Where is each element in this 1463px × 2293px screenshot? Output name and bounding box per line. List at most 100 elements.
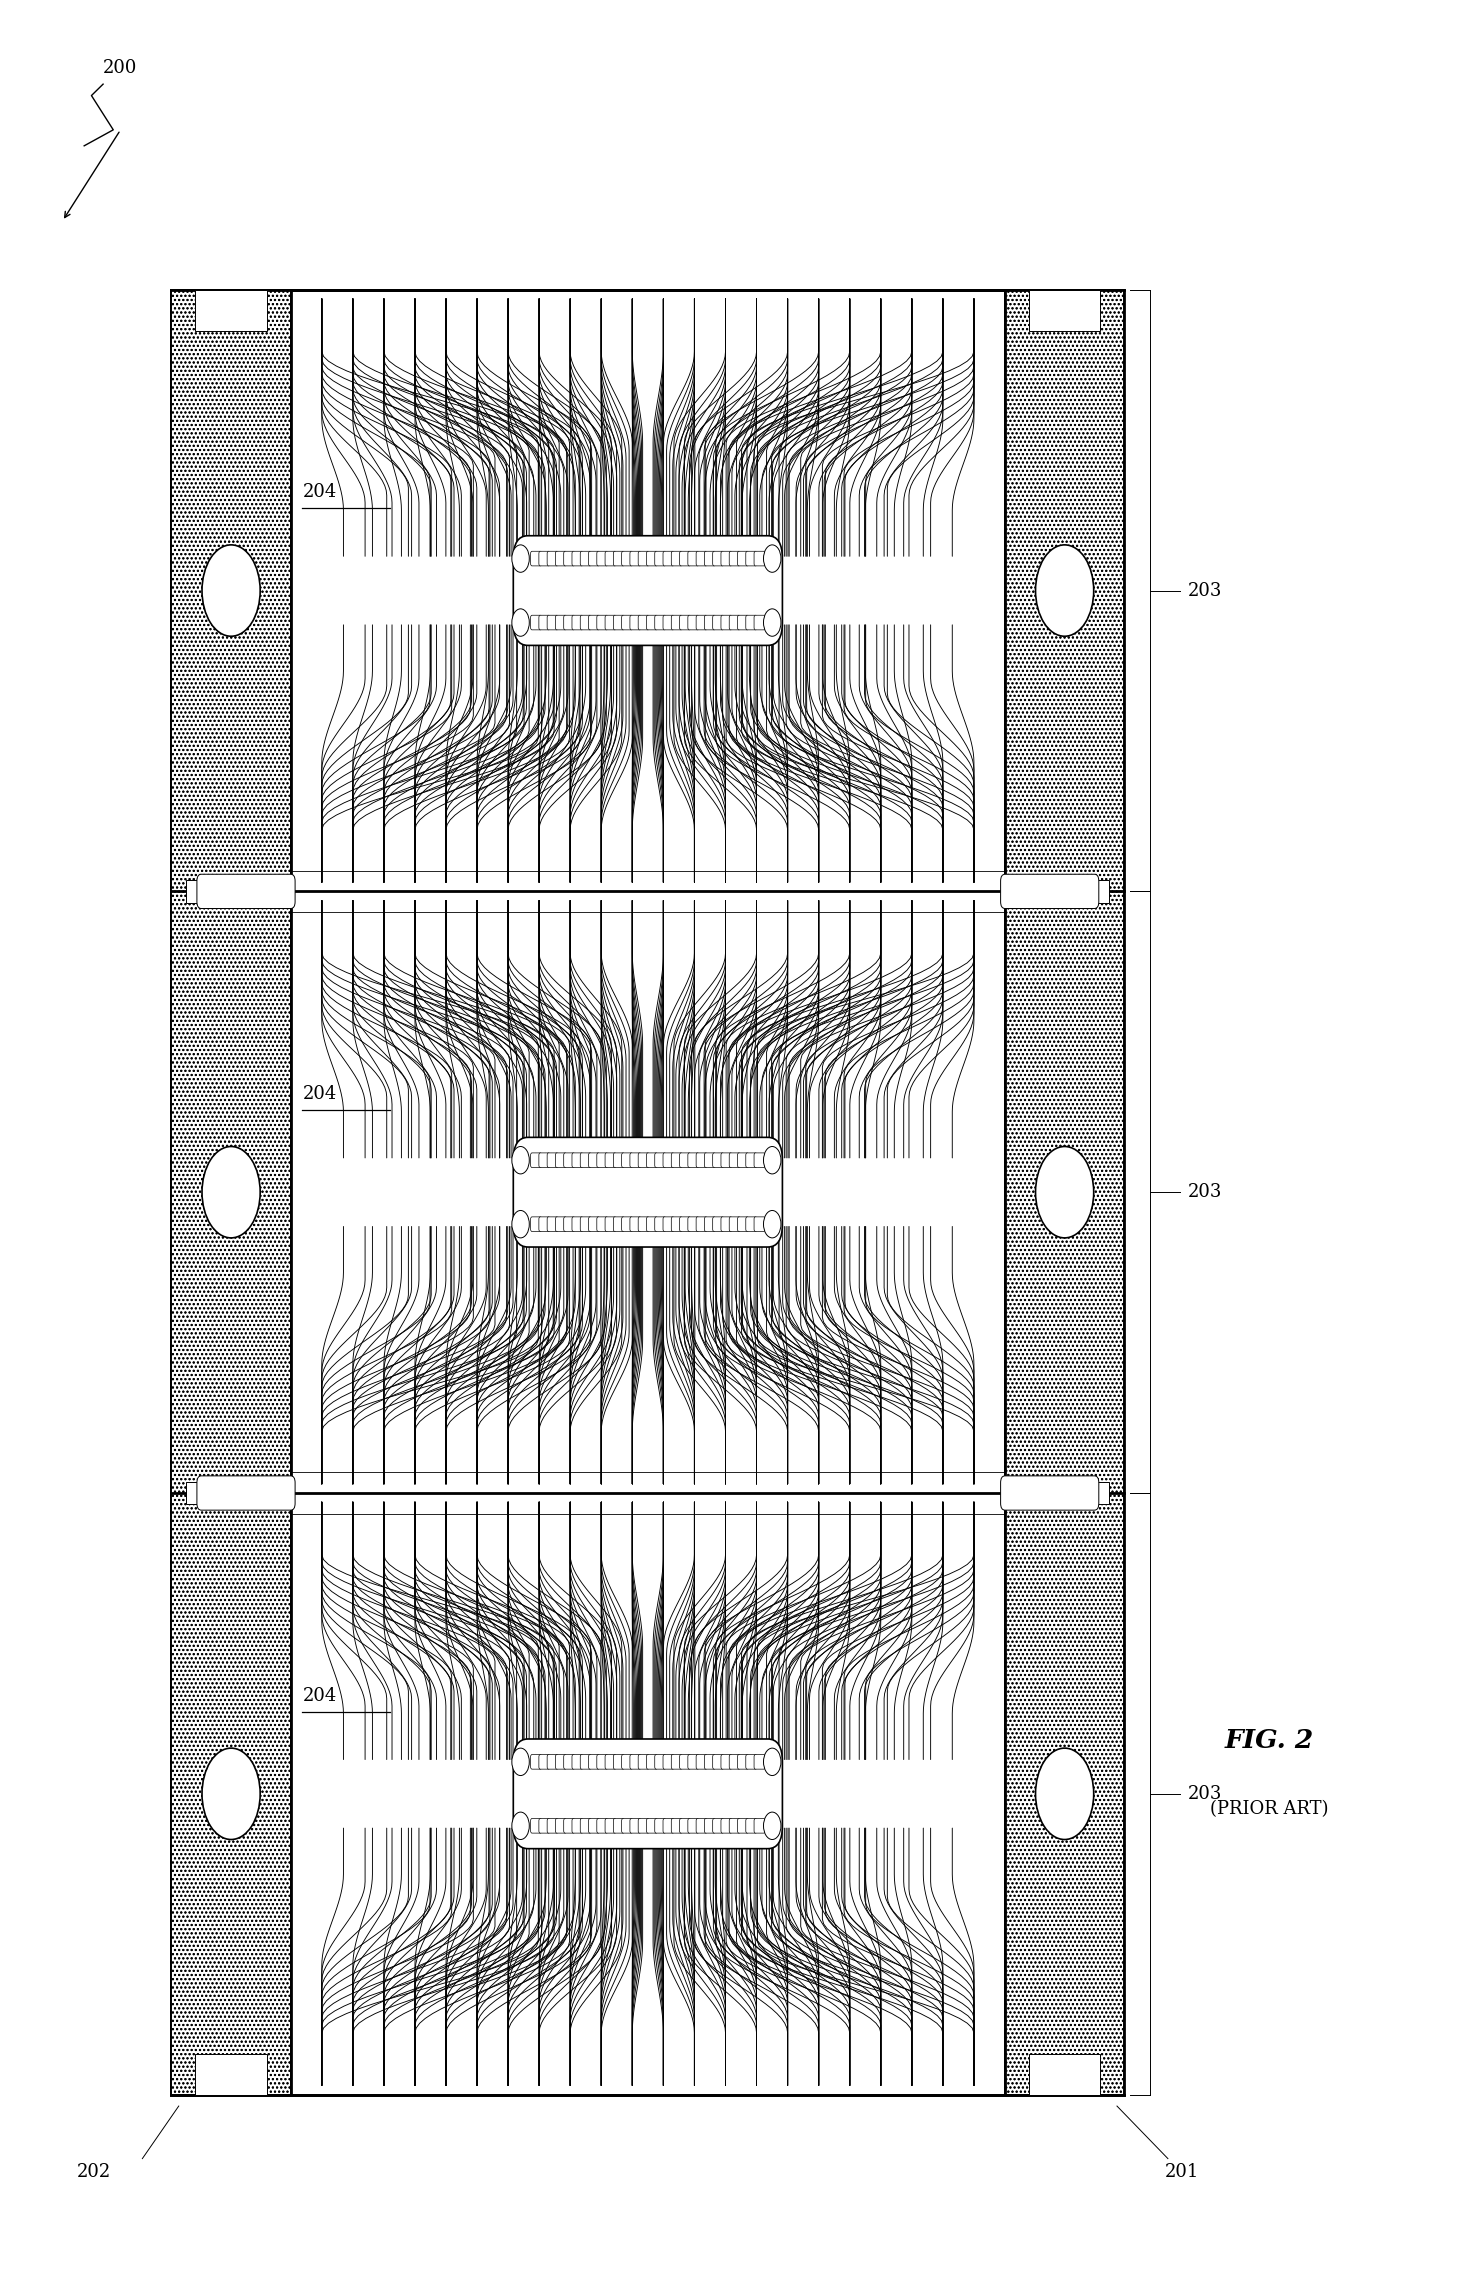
FancyBboxPatch shape [622,1754,632,1770]
FancyBboxPatch shape [663,550,674,566]
FancyBboxPatch shape [729,1153,740,1167]
FancyBboxPatch shape [729,550,740,566]
FancyBboxPatch shape [712,1818,724,1832]
Bar [1005,289,1124,2094]
FancyBboxPatch shape [638,1754,650,1770]
FancyBboxPatch shape [721,1754,732,1770]
Bar [186,881,277,903]
FancyBboxPatch shape [712,615,724,631]
FancyBboxPatch shape [563,1754,575,1770]
Circle shape [1036,1747,1094,1839]
FancyBboxPatch shape [729,1218,740,1231]
FancyBboxPatch shape [531,1153,541,1167]
Circle shape [1036,546,1094,635]
FancyBboxPatch shape [638,615,650,631]
FancyBboxPatch shape [712,1153,724,1167]
FancyBboxPatch shape [1001,1477,1099,1511]
FancyBboxPatch shape [680,1754,691,1770]
FancyBboxPatch shape [631,1818,641,1832]
FancyBboxPatch shape [606,1153,616,1167]
FancyBboxPatch shape [704,1754,715,1770]
Circle shape [202,1146,260,1238]
FancyBboxPatch shape [680,1218,691,1231]
Text: 204: 204 [303,1085,336,1103]
FancyBboxPatch shape [581,1218,591,1231]
FancyBboxPatch shape [721,1218,732,1231]
Circle shape [202,546,260,635]
FancyBboxPatch shape [638,1818,650,1832]
FancyBboxPatch shape [680,550,691,566]
FancyBboxPatch shape [631,1153,641,1167]
FancyBboxPatch shape [198,1477,296,1511]
FancyBboxPatch shape [572,1153,584,1167]
FancyBboxPatch shape [531,1218,541,1231]
FancyBboxPatch shape [746,615,756,631]
FancyBboxPatch shape [563,615,575,631]
Circle shape [764,1146,781,1174]
Text: 204: 204 [303,484,336,502]
FancyBboxPatch shape [547,1754,559,1770]
FancyBboxPatch shape [663,1218,674,1231]
Bar [1028,289,1100,330]
FancyBboxPatch shape [737,1818,749,1832]
FancyBboxPatch shape [753,1818,765,1832]
FancyBboxPatch shape [597,1818,607,1832]
FancyBboxPatch shape [581,550,591,566]
Text: 203: 203 [1188,1183,1223,1202]
Circle shape [1036,1146,1094,1238]
FancyBboxPatch shape [696,550,707,566]
FancyBboxPatch shape [647,1754,657,1770]
FancyBboxPatch shape [613,1818,625,1832]
FancyBboxPatch shape [647,1218,657,1231]
FancyBboxPatch shape [622,550,632,566]
FancyBboxPatch shape [753,550,765,566]
FancyBboxPatch shape [753,1754,765,1770]
FancyBboxPatch shape [631,615,641,631]
Bar [1005,289,1124,2094]
FancyBboxPatch shape [704,1818,715,1832]
FancyBboxPatch shape [606,1218,616,1231]
FancyBboxPatch shape [631,1218,641,1231]
FancyBboxPatch shape [613,550,625,566]
Circle shape [512,1747,530,1775]
FancyBboxPatch shape [729,615,740,631]
FancyBboxPatch shape [704,550,715,566]
FancyBboxPatch shape [563,1818,575,1832]
FancyBboxPatch shape [696,1153,707,1167]
FancyBboxPatch shape [547,1218,559,1231]
Text: (PRIOR ART): (PRIOR ART) [1210,1800,1328,1818]
FancyBboxPatch shape [753,1218,765,1231]
FancyBboxPatch shape [663,1153,674,1167]
FancyBboxPatch shape [655,1218,666,1231]
FancyBboxPatch shape [588,1754,600,1770]
FancyBboxPatch shape [606,550,616,566]
FancyBboxPatch shape [588,1153,600,1167]
FancyBboxPatch shape [753,615,765,631]
Circle shape [764,1811,781,1839]
FancyBboxPatch shape [597,615,607,631]
FancyBboxPatch shape [622,1818,632,1832]
FancyBboxPatch shape [737,1153,749,1167]
Text: 200: 200 [102,60,138,78]
Text: 202: 202 [78,2162,111,2181]
FancyBboxPatch shape [647,615,657,631]
FancyBboxPatch shape [655,1754,666,1770]
Bar [195,2055,266,2094]
FancyBboxPatch shape [588,1218,600,1231]
FancyBboxPatch shape [737,550,749,566]
FancyBboxPatch shape [538,1754,550,1770]
FancyBboxPatch shape [198,874,296,908]
FancyBboxPatch shape [655,1818,666,1832]
FancyBboxPatch shape [556,1754,566,1770]
FancyBboxPatch shape [672,615,682,631]
FancyBboxPatch shape [746,1754,756,1770]
FancyBboxPatch shape [663,615,674,631]
FancyBboxPatch shape [563,1218,575,1231]
FancyBboxPatch shape [721,550,732,566]
FancyBboxPatch shape [746,1153,756,1167]
Text: 203: 203 [1188,1784,1223,1802]
FancyBboxPatch shape [588,1818,600,1832]
FancyBboxPatch shape [712,1754,724,1770]
FancyBboxPatch shape [729,1818,740,1832]
FancyBboxPatch shape [581,1153,591,1167]
